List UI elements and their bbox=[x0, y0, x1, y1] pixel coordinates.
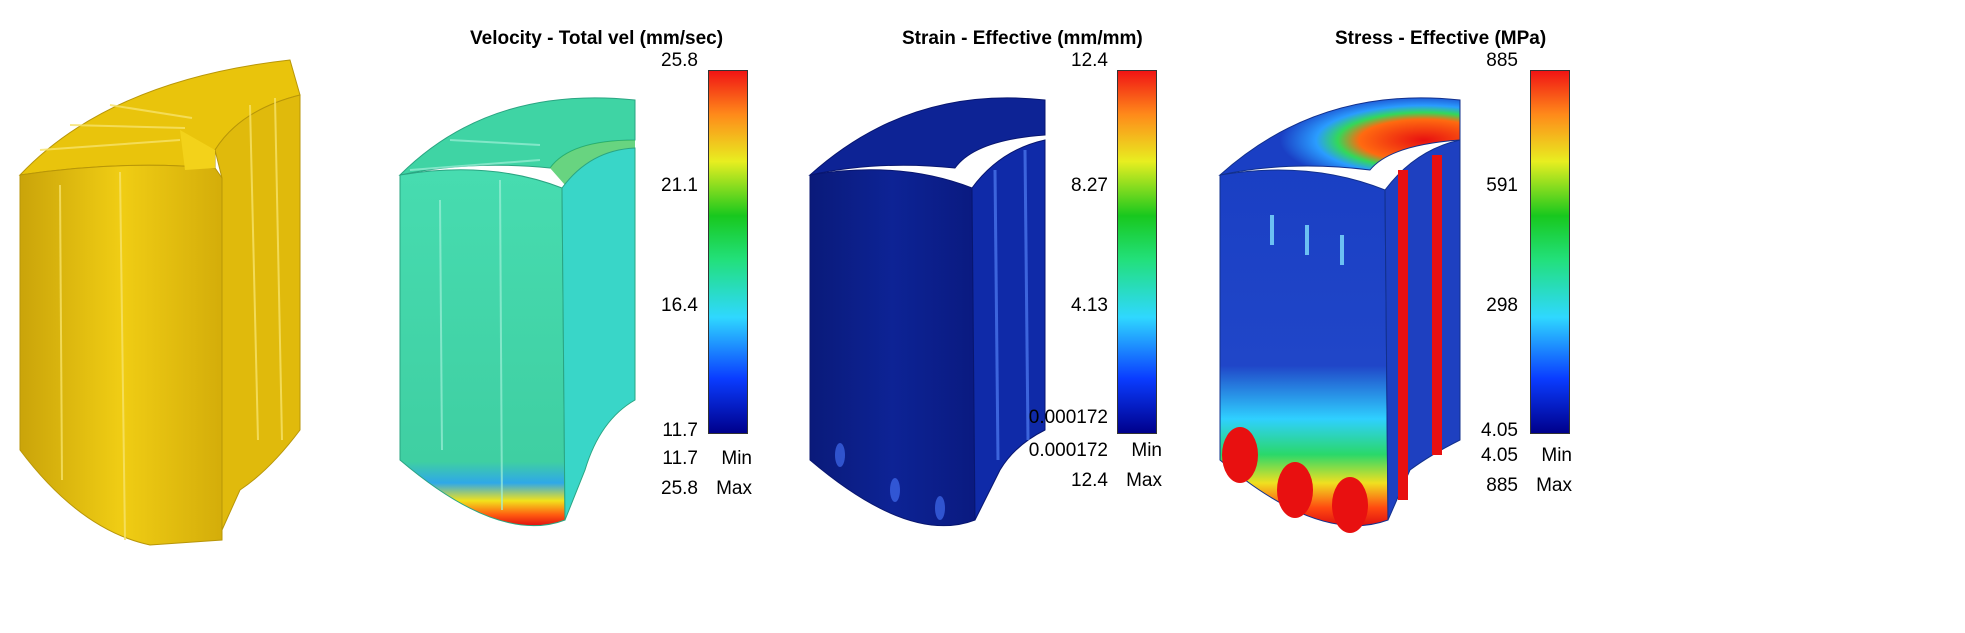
velocity-tick-max: 25.8 bbox=[661, 50, 698, 71]
stress-tick-low: 298 bbox=[1486, 295, 1518, 316]
velocity-color-scale bbox=[708, 70, 748, 434]
velocity-max-value: 25.8 bbox=[661, 478, 698, 499]
strain-max-label: Max bbox=[1126, 470, 1162, 491]
stress-min-value: 4.05 bbox=[1481, 445, 1518, 466]
geometry-panel bbox=[0, 0, 380, 633]
velocity-tick-low: 16.4 bbox=[661, 295, 698, 316]
velocity-panel: Velocity - Total vel (mm/sec) 25.8 21.1 … bbox=[390, 0, 930, 633]
stress-tick-min: 4.05 bbox=[1481, 420, 1518, 441]
strain-max-value: 12.4 bbox=[1071, 470, 1108, 491]
strain-title: Strain - Effective (mm/mm) bbox=[902, 28, 1143, 49]
strain-part-render bbox=[808, 97, 1046, 527]
stress-tick-max: 885 bbox=[1486, 50, 1518, 71]
velocity-min-value: 11.7 bbox=[662, 448, 698, 469]
velocity-tick-min: 11.7 bbox=[662, 420, 698, 441]
velocity-tick-high: 21.1 bbox=[661, 175, 698, 196]
strain-min-value: 0.000172 bbox=[1028, 440, 1108, 461]
strain-tick-max: 12.4 bbox=[1071, 50, 1108, 71]
velocity-title: Velocity - Total vel (mm/sec) bbox=[470, 28, 724, 49]
stress-tick-high: 591 bbox=[1486, 175, 1518, 196]
stress-min-label: Min bbox=[1541, 445, 1572, 466]
stress-max-label: Max bbox=[1536, 475, 1572, 496]
strain-min-label: Min bbox=[1131, 440, 1162, 461]
strain-tick-low: 4.13 bbox=[1071, 295, 1108, 316]
strain-color-scale bbox=[1117, 70, 1157, 434]
stress-max-value: 885 bbox=[1486, 475, 1518, 496]
velocity-max-label: Max bbox=[716, 478, 752, 499]
velocity-min-label: Min bbox=[721, 448, 752, 469]
stress-panel: Stress - Effective (MPa) 885 591 298 4.0… bbox=[1210, 0, 1965, 633]
stress-part-render bbox=[1218, 97, 1461, 533]
strain-tick-high: 8.27 bbox=[1071, 175, 1108, 196]
stress-title: Stress - Effective (MPa) bbox=[1335, 28, 1547, 49]
velocity-part-render bbox=[398, 97, 636, 527]
strain-tick-min: 0.000172 bbox=[1028, 407, 1108, 428]
stress-color-scale bbox=[1530, 70, 1570, 434]
geometry-part-render bbox=[18, 59, 301, 546]
strain-panel: Strain - Effective (mm/mm) 12.4 8.27 4.1… bbox=[800, 0, 1380, 633]
